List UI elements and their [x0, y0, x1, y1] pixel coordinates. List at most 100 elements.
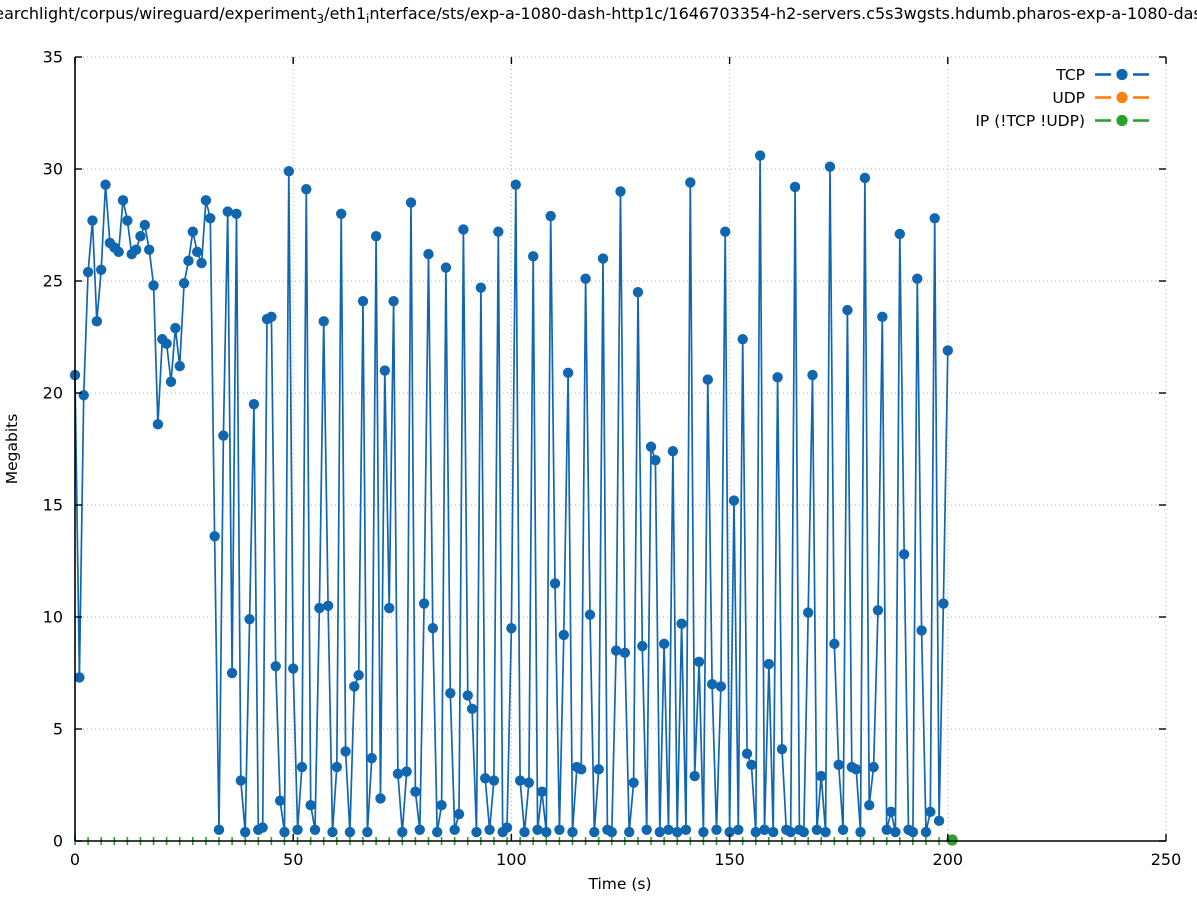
tcp-data-point: [418, 598, 430, 609]
tcp-data-point: [87, 215, 98, 226]
tcp-data-point: [877, 311, 888, 323]
tcp-data-point: [759, 824, 770, 835]
tcp-data-point: [414, 824, 425, 835]
x-tick-label: 0: [70, 850, 80, 869]
tcp-data-point: [353, 670, 364, 681]
tcp-data-point: [327, 826, 338, 838]
tcp-data-point: [929, 213, 940, 224]
tcp-data-point: [619, 647, 631, 659]
y-tick-label: 0: [53, 832, 63, 851]
tcp-data-point: [933, 815, 945, 827]
tcp-data-point: [562, 367, 574, 379]
tcp-data-point: [615, 186, 626, 197]
axes: [74, 56, 1167, 842]
tcp-data-point: [916, 625, 927, 636]
tcp-data-point: [174, 360, 185, 372]
tcp-data-point: [370, 231, 382, 242]
legend-samples: [1095, 68, 1149, 127]
tcp-data-point: [510, 179, 521, 190]
tcp-data-point: [301, 183, 312, 195]
tcp-data-point: [432, 826, 443, 838]
tcp-data-point: [637, 640, 648, 652]
tcp-data-point: [523, 777, 535, 788]
tcp-data-point: [231, 208, 242, 219]
tcp-data-point: [130, 244, 142, 255]
tcp-data-point: [410, 786, 421, 797]
tcp-data-point: [462, 690, 473, 701]
tcp-data-point: [161, 338, 172, 349]
tcp-data-point: [488, 775, 500, 786]
tcp-data-point: [440, 262, 452, 273]
tcp-data-point: [654, 826, 665, 838]
tcp-data-point: [113, 246, 124, 258]
x-tick-label: 100: [496, 850, 527, 869]
tcp-data-point: [514, 775, 526, 786]
tcp-data-point: [209, 531, 220, 542]
tcp-data-point: [837, 824, 849, 835]
tcp-data-point: [894, 228, 905, 240]
tcp-data-point: [379, 365, 391, 376]
tcp-data-point: [218, 430, 229, 441]
tcp-data-point: [270, 661, 281, 672]
tcp-data-point: [239, 826, 251, 838]
tcp-data-point: [715, 681, 727, 692]
legend-sample-marker: [1116, 68, 1128, 81]
tcp-data-point: [183, 255, 194, 267]
tcp-data-point: [789, 181, 801, 193]
tcp-data-point: [829, 638, 840, 650]
tcp-data-point: [864, 799, 875, 811]
y-tick-label: 5: [53, 720, 63, 739]
tcp-data-point: [855, 826, 866, 838]
tcp-data-point: [314, 602, 325, 614]
tcp-data-point: [763, 658, 775, 670]
tcp-data-point: [737, 334, 748, 345]
tcp-data-point: [205, 213, 216, 224]
tcp-data-point: [536, 786, 548, 797]
tcp-data-point: [772, 372, 783, 383]
tcp-data-point: [641, 824, 652, 835]
tcp-data-point: [733, 824, 744, 835]
tcp-data-point: [850, 764, 862, 775]
tcp-data-point: [366, 752, 377, 764]
tcp-series: [69, 150, 953, 838]
tcp-data-point: [650, 455, 661, 466]
legend-sample-marker: [1116, 114, 1128, 127]
tcp-data-point: [139, 219, 151, 231]
tcp-data-point: [257, 822, 268, 833]
tcp-data-point: [187, 226, 199, 237]
tcp-data-point: [248, 399, 260, 410]
tcp-data-point: [576, 764, 587, 775]
tcp-data-point: [558, 629, 569, 641]
legend-sample-marker: [1116, 91, 1128, 104]
tick-labels: 0 50 100 150 200 250 0 5 10 15 20 25 30 35: [43, 48, 1182, 870]
tcp-data-point: [296, 761, 308, 773]
tcp-data-point: [274, 795, 286, 806]
x-tick-label: 250: [1151, 850, 1182, 869]
tcp-data-point: [427, 623, 439, 634]
tcp-data-point: [907, 826, 919, 838]
tcp-data-point: [484, 824, 495, 835]
tcp-data-point: [938, 598, 949, 609]
tcp-data-point: [279, 826, 290, 838]
tcp-data-point: [754, 150, 766, 161]
legend-label-udp: UDP: [1052, 89, 1085, 107]
tcp-data-point: [624, 826, 635, 838]
tcp-data-point: [143, 244, 155, 255]
tcp-data-point: [436, 799, 447, 811]
tcp-data-point: [728, 495, 740, 506]
tcp-data-point: [471, 826, 482, 838]
tcp-data-point: [890, 826, 901, 838]
tcp-data-point: [480, 773, 491, 784]
tcp-data-point: [811, 824, 823, 835]
tcp-data-point: [493, 226, 504, 237]
tcp-data-point: [606, 826, 617, 838]
tcp-data-point: [200, 195, 212, 206]
y-tick-label: 30: [43, 160, 63, 179]
tcp-data-point: [645, 441, 657, 452]
tcp-data-point: [466, 703, 478, 715]
x-tick-label: 50: [283, 850, 303, 869]
tcp-data-point: [532, 824, 543, 835]
tcp-data-point: [349, 681, 360, 692]
tcp-data-point: [881, 824, 892, 835]
legend-label-tcp: TCP: [1055, 66, 1085, 84]
